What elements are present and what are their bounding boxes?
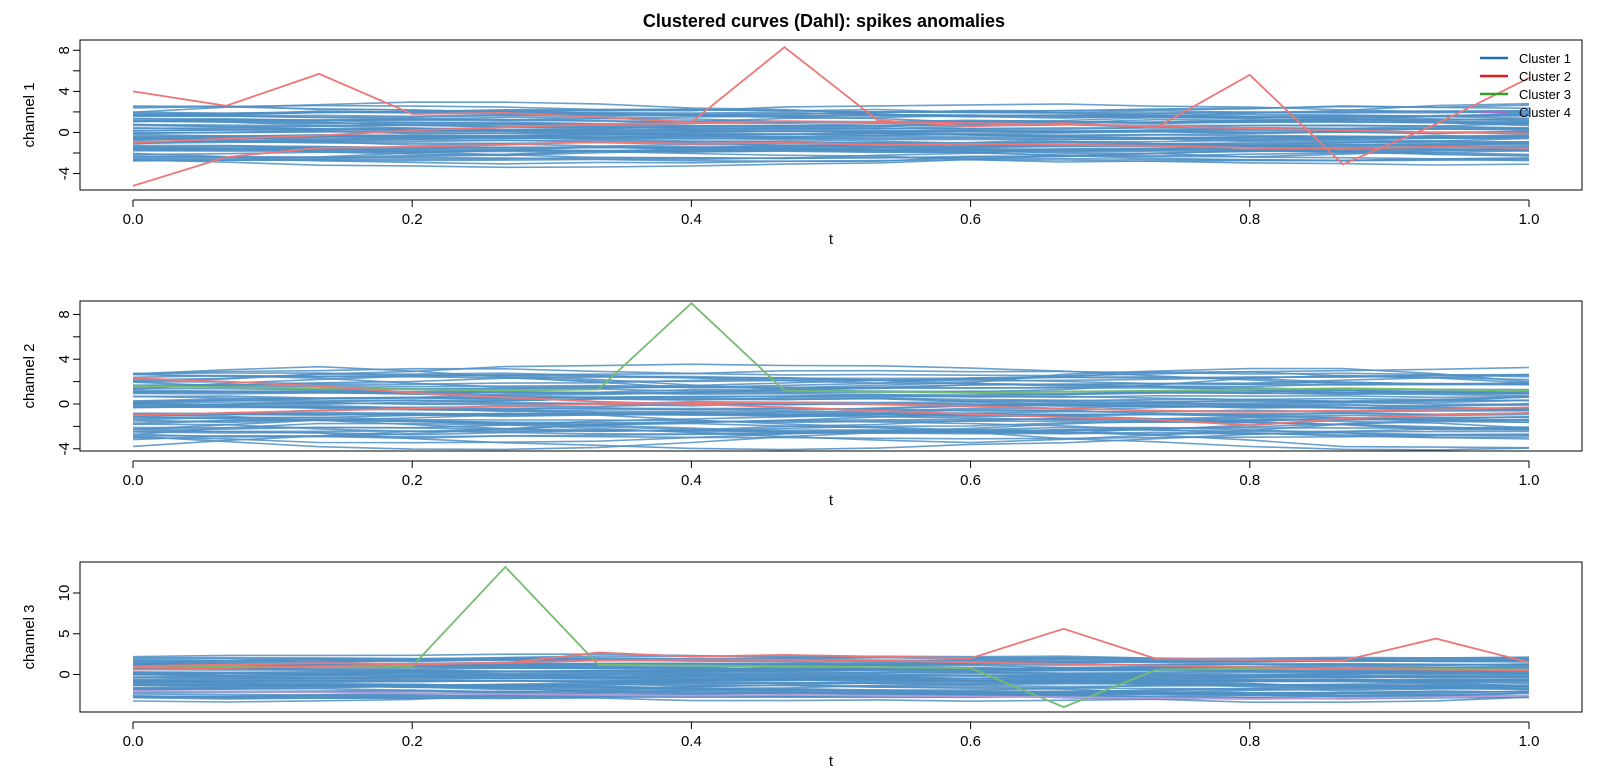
y-tick-label: 0 — [56, 400, 73, 408]
series-line-cluster-1 — [132, 363, 1530, 385]
x-tick-label: 0.8 — [1239, 472, 1260, 489]
panel-3: 0.0 0.2 0.4 0.6 0.8 1.0 t 0 5 10 channel 3 — [21, 561, 1583, 770]
curves-group — [132, 46, 1530, 187]
series-line-cluster-1 — [132, 145, 1530, 152]
x-axis-label: t — [829, 753, 834, 770]
legend-label: Cluster 1 — [1519, 51, 1571, 66]
curves-group — [132, 301, 1530, 451]
y-tick-label: 0 — [56, 128, 73, 136]
y-tick-label: 0 — [56, 670, 73, 678]
x-tick-label: 0.0 — [123, 211, 144, 228]
y-axis-label: channel 2 — [21, 343, 38, 408]
series-line-cluster-2 — [132, 120, 1530, 144]
chart-title: Clustered curves (Dahl): spikes anomalie… — [643, 11, 1005, 31]
series-line-cluster-2 — [132, 46, 1530, 166]
legend-label: Cluster 4 — [1519, 105, 1571, 120]
y-tick-label: 8 — [56, 310, 73, 318]
series-line-cluster-1 — [132, 372, 1530, 380]
y-axis-label: channel 1 — [21, 82, 38, 147]
series-line-cluster-2 — [132, 140, 1530, 187]
x-tick-label: 0.6 — [960, 472, 981, 489]
series-line-cluster-1 — [132, 366, 1530, 377]
y-tick-label: 4 — [56, 355, 73, 363]
y-tick-label: 5 — [56, 630, 73, 638]
x-tick-label: 0.4 — [681, 733, 702, 750]
series-line-cluster-1 — [132, 431, 1530, 451]
x-tick-label: 1.0 — [1519, 211, 1540, 228]
series-line-cluster-1 — [132, 412, 1530, 422]
x-tick-label: 1.0 — [1519, 733, 1540, 750]
y-tick-label: 4 — [56, 87, 73, 95]
x-tick-label: 0.8 — [1239, 211, 1260, 228]
legend-label: Cluster 3 — [1519, 87, 1571, 102]
x-tick-label: 0.4 — [681, 472, 702, 489]
x-tick-label: 0.6 — [960, 733, 981, 750]
series-line-cluster-1 — [132, 104, 1530, 114]
x-axis-label: t — [829, 492, 834, 509]
x-tick-label: 0.8 — [1239, 733, 1260, 750]
curves-group — [132, 565, 1530, 709]
x-tick-label: 0.4 — [681, 211, 702, 228]
x-tick-label: 1.0 — [1519, 472, 1540, 489]
panel-2: 0.0 0.2 0.4 0.6 0.8 1.0 t -4 0 4 8 channel 2 — [21, 300, 1583, 509]
series-line-cluster-4 — [132, 689, 1530, 700]
series-line-cluster-2 — [132, 627, 1530, 668]
y-tick-label: -4 — [56, 167, 73, 180]
x-tick-label: 0.2 — [402, 733, 423, 750]
x-tick-label: 0.0 — [123, 733, 144, 750]
series-line-cluster-2 — [132, 402, 1530, 417]
series-line-cluster-1 — [133, 411, 1530, 416]
series-line-cluster-1 — [132, 103, 1530, 113]
x-tick-label: 0.0 — [123, 472, 144, 489]
x-tick-label: 0.2 — [402, 211, 423, 228]
series-line-cluster-1 — [132, 381, 1530, 394]
legend-label: Cluster 2 — [1519, 69, 1571, 84]
x-axis-label: t — [829, 231, 834, 248]
series-line-cluster-2 — [132, 658, 1530, 672]
x-tick-label: 0.6 — [960, 211, 981, 228]
series-line-cluster-1 — [132, 377, 1530, 386]
series-line-cluster-1 — [132, 133, 1530, 141]
series-line-cluster-1 — [132, 429, 1530, 433]
y-tick-label: 10 — [56, 585, 73, 602]
y-tick-label: -4 — [56, 442, 73, 455]
series-line-cluster-2 — [132, 377, 1530, 427]
series-line-cluster-1 — [132, 365, 1530, 389]
x-tick-label: 0.2 — [402, 472, 423, 489]
series-line-cluster-1 — [132, 369, 1530, 379]
y-tick-label: 8 — [56, 46, 73, 54]
panel-1: 0.0 0.2 0.4 0.6 0.8 1.0 t -4 0 4 8 channel 1 — [21, 39, 1583, 248]
legend: Cluster 1 Cluster 2 Cluster 3 Cluster 4 — [1480, 51, 1571, 120]
y-axis-label: channel 3 — [21, 604, 38, 669]
